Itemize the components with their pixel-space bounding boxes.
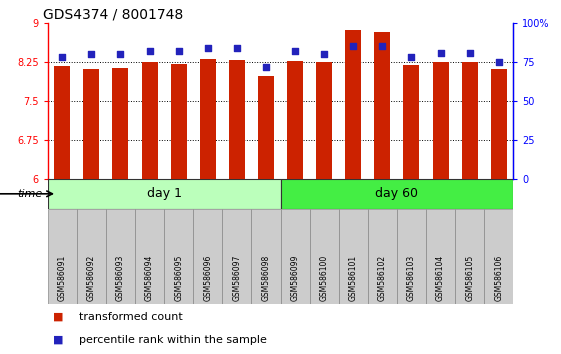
Bar [462, 62, 477, 179]
Point [320, 51, 329, 57]
Text: percentile rank within the sample: percentile rank within the sample [79, 335, 266, 345]
Bar [222, 209, 251, 304]
Bar [433, 62, 449, 179]
Point [261, 64, 270, 69]
Text: GSM586094: GSM586094 [145, 254, 154, 301]
Text: GSM586100: GSM586100 [320, 255, 329, 301]
Bar [135, 209, 164, 304]
Point [349, 44, 358, 49]
Bar [484, 209, 513, 304]
Bar [112, 68, 128, 179]
Bar [54, 66, 70, 179]
Text: GSM586091: GSM586091 [58, 255, 67, 301]
Bar [310, 209, 339, 304]
Point [378, 44, 387, 49]
Point [465, 50, 474, 56]
Bar [251, 209, 280, 304]
Text: GSM586103: GSM586103 [407, 255, 416, 301]
Bar [345, 30, 361, 179]
Text: GSM586105: GSM586105 [465, 255, 474, 301]
Text: GSM586098: GSM586098 [261, 255, 270, 301]
Bar [229, 60, 245, 179]
Point [87, 51, 96, 57]
Bar [403, 65, 420, 179]
Bar [84, 69, 99, 179]
Bar [258, 76, 274, 179]
Text: ■: ■ [53, 312, 64, 322]
Point [145, 48, 154, 54]
Text: GDS4374 / 8001748: GDS4374 / 8001748 [43, 8, 183, 22]
Bar [280, 209, 310, 304]
Bar [339, 209, 368, 304]
Text: GSM586104: GSM586104 [436, 255, 445, 301]
Point [291, 48, 300, 54]
Bar [200, 59, 216, 179]
Text: GSM586099: GSM586099 [291, 254, 300, 301]
Bar [141, 62, 158, 179]
Text: GSM586095: GSM586095 [174, 254, 183, 301]
Bar [397, 209, 426, 304]
Text: GSM586097: GSM586097 [232, 254, 241, 301]
Text: GSM586093: GSM586093 [116, 254, 125, 301]
Bar [368, 209, 397, 304]
Bar [106, 209, 135, 304]
Text: GSM586106: GSM586106 [494, 255, 503, 301]
Bar [171, 63, 187, 179]
Bar [374, 32, 390, 179]
Point [58, 55, 67, 60]
Bar [316, 62, 332, 179]
Text: GSM586102: GSM586102 [378, 255, 387, 301]
Point [407, 55, 416, 60]
Text: GSM586101: GSM586101 [349, 255, 358, 301]
Point [436, 50, 445, 56]
Bar [164, 209, 193, 304]
Text: transformed count: transformed count [79, 312, 182, 322]
Point [203, 45, 212, 51]
Bar [280, 179, 513, 209]
Bar [193, 209, 222, 304]
Text: day 1: day 1 [146, 187, 182, 200]
Text: GSM586092: GSM586092 [87, 255, 96, 301]
Point [232, 45, 241, 51]
Text: ■: ■ [53, 335, 64, 345]
Bar [77, 209, 106, 304]
Point [116, 51, 125, 57]
Bar [426, 209, 455, 304]
Text: day 60: day 60 [375, 187, 419, 200]
Text: time: time [17, 189, 42, 199]
Bar [455, 209, 484, 304]
Point [174, 48, 183, 54]
Text: GSM586096: GSM586096 [203, 254, 212, 301]
Bar [48, 209, 77, 304]
Bar [491, 69, 507, 179]
Point [494, 59, 503, 65]
Bar [287, 61, 303, 179]
Bar [48, 179, 280, 209]
